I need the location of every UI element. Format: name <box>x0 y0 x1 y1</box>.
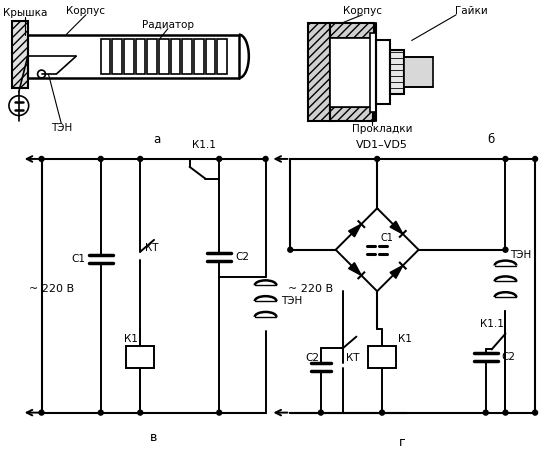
Text: К1.1: К1.1 <box>192 140 215 150</box>
Text: ~ 220 В: ~ 220 В <box>29 284 74 294</box>
Circle shape <box>138 410 143 415</box>
Bar <box>182 39 192 74</box>
Circle shape <box>138 156 143 161</box>
Bar <box>206 39 215 74</box>
Text: Корпус: Корпус <box>67 6 105 16</box>
Text: Прокладки: Прокладки <box>352 124 412 134</box>
Text: в: в <box>149 431 157 444</box>
Text: К1.1: К1.1 <box>480 319 504 329</box>
Text: К1: К1 <box>124 334 138 343</box>
Bar <box>217 39 227 74</box>
Text: С1: С1 <box>71 254 85 264</box>
Text: С2: С2 <box>502 352 516 362</box>
Bar <box>113 39 122 74</box>
Text: КТ: КТ <box>145 243 159 253</box>
Text: Крышка: Крышка <box>3 8 47 18</box>
Polygon shape <box>348 224 361 237</box>
Text: Гайки: Гайки <box>454 6 487 16</box>
Circle shape <box>532 410 538 415</box>
Circle shape <box>263 156 268 161</box>
Bar <box>368 347 396 368</box>
Text: ТЭН: ТЭН <box>281 296 302 306</box>
Circle shape <box>375 156 380 161</box>
Circle shape <box>39 410 44 415</box>
Text: б: б <box>487 133 494 146</box>
Bar <box>370 33 376 112</box>
Polygon shape <box>390 221 403 234</box>
Bar <box>147 39 157 74</box>
Bar <box>159 39 169 74</box>
Bar <box>330 23 374 37</box>
Circle shape <box>288 247 293 252</box>
Text: С1: С1 <box>380 233 393 243</box>
Circle shape <box>319 410 324 415</box>
Text: ТЭН: ТЭН <box>510 250 532 260</box>
Text: С2: С2 <box>235 252 249 262</box>
Circle shape <box>503 410 508 415</box>
Bar <box>127 347 154 368</box>
Text: К1: К1 <box>398 334 412 343</box>
Circle shape <box>98 156 103 161</box>
Bar <box>330 106 374 121</box>
Text: г: г <box>399 436 405 449</box>
Polygon shape <box>348 263 361 275</box>
Bar <box>330 37 374 106</box>
Text: С2: С2 <box>305 353 319 363</box>
Circle shape <box>503 247 508 252</box>
Circle shape <box>217 156 222 161</box>
Text: Корпус: Корпус <box>343 6 382 16</box>
Circle shape <box>503 156 508 161</box>
Polygon shape <box>390 266 403 278</box>
Circle shape <box>380 410 385 415</box>
Bar <box>171 39 180 74</box>
Circle shape <box>217 410 222 415</box>
Bar <box>194 39 203 74</box>
Text: ~ 220 В: ~ 220 В <box>288 284 333 294</box>
Text: а: а <box>154 133 161 146</box>
Circle shape <box>39 156 44 161</box>
Text: КТ: КТ <box>346 353 359 363</box>
Circle shape <box>483 410 488 415</box>
Bar <box>101 39 110 74</box>
Text: ТЭН: ТЭН <box>51 124 72 133</box>
Bar <box>376 41 390 104</box>
Text: Радиатор: Радиатор <box>142 20 194 30</box>
Circle shape <box>98 410 103 415</box>
Bar <box>404 57 433 87</box>
Bar <box>136 39 146 74</box>
Bar <box>308 23 330 121</box>
Bar <box>12 21 28 88</box>
Circle shape <box>532 156 538 161</box>
Text: VD1–VD5: VD1–VD5 <box>356 140 408 150</box>
Bar <box>124 39 134 74</box>
Bar <box>390 50 404 94</box>
